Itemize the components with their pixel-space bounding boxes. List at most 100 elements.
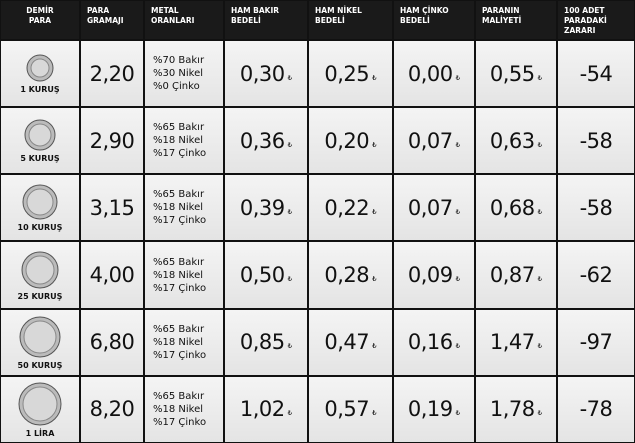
nickel-value: 0,47 <box>324 330 370 355</box>
nickel-value: 0,20 <box>324 128 370 153</box>
coin-cell: 5 KURUŞ <box>1 108 79 174</box>
copper-value: 0,36 <box>239 128 285 153</box>
metal-ratio: %18 Nikel <box>153 269 204 281</box>
zinc-cell: 0,07 ₺ <box>394 108 474 174</box>
coin-icon <box>18 382 62 426</box>
currency-symbol: ₺ <box>372 207 377 216</box>
currency-symbol: ₺ <box>372 275 377 284</box>
zinc-cell: 0,00 ₺ <box>394 41 474 107</box>
metal-ratio: %18 Nikel <box>153 336 204 348</box>
currency-symbol: ₺ <box>372 73 377 82</box>
currency-symbol: ₺ <box>537 140 543 149</box>
loss-value: -58 <box>579 195 613 220</box>
coin-cell: 50 KURUŞ <box>1 309 79 375</box>
metal-ratio: %18 Nikel <box>153 202 204 214</box>
currency-symbol: ₺ <box>537 207 543 216</box>
currency-symbol: ₺ <box>537 409 543 418</box>
nickel-cell: 0,22 ₺ <box>309 175 392 241</box>
cost-cell: 1,47 ₺ <box>476 309 556 375</box>
coin-shape <box>28 123 52 147</box>
cost-value: 1,78 <box>489 397 535 422</box>
header-text: BEDELİ <box>400 16 430 25</box>
coin-label: 50 KURUŞ <box>17 360 63 370</box>
currency-symbol: ₺ <box>537 275 543 284</box>
loss-cell: -97 <box>558 309 634 375</box>
zinc-cell: 0,19 ₺ <box>394 376 474 442</box>
nickel-cell: 0,25 ₺ <box>309 41 392 107</box>
metal-ratio: %65 Bakır <box>153 390 205 402</box>
zinc-cell: 0,07 ₺ <box>394 175 474 241</box>
cost-cell: 0,63 ₺ <box>476 108 556 174</box>
weight-cell: 2,20 <box>81 41 143 107</box>
currency-symbol: ₺ <box>287 140 293 149</box>
nickel-cell: 0,47 ₺ <box>309 309 392 375</box>
zinc-value: 0,16 <box>407 330 453 355</box>
metals-cell: %65 Bakır %18 Nikel %17 Çinko <box>145 242 223 308</box>
copper-value: 0,85 <box>239 330 285 355</box>
header-cell: 100 ADET PARADAKİ ZARARI <box>558 1 634 39</box>
header-text: PARADAKİ ZARARI <box>564 16 607 35</box>
currency-symbol: ₺ <box>537 342 543 351</box>
currency-symbol: ₺ <box>455 275 461 284</box>
metals-cell: %65 Bakır %18 Nikel %17 Çinko <box>145 108 223 174</box>
metals-cell: %65 Bakır %18 Nikel %17 Çinko <box>145 175 223 241</box>
currency-symbol: ₺ <box>287 207 293 216</box>
metal-ratio: %17 Çinko <box>153 148 207 160</box>
header-text: METAL <box>151 6 179 15</box>
nickel-value: 0,22 <box>324 195 370 220</box>
header-cell: DEMİR PARA <box>1 1 79 39</box>
currency-symbol: ₺ <box>455 73 461 82</box>
cost-value: 1,47 <box>489 330 535 355</box>
zinc-value: 0,09 <box>407 263 453 288</box>
currency-symbol: ₺ <box>287 73 293 82</box>
metal-ratio: %30 Nikel <box>153 68 204 80</box>
metal-ratio: %18 Nikel <box>153 403 204 415</box>
coin-icon <box>19 316 61 358</box>
currency-symbol: ₺ <box>455 342 461 351</box>
header-text: HAM BAKIR <box>231 6 280 15</box>
copper-cell: 0,39 ₺ <box>225 175 307 241</box>
currency-symbol: ₺ <box>455 207 461 216</box>
coin-shape <box>30 58 50 78</box>
coin-label: 1 KURUŞ <box>20 85 60 95</box>
header-cell: HAM BAKIR BEDELİ <box>225 1 307 39</box>
weight-value: 2,90 <box>89 128 135 153</box>
header-text: ORANLARI <box>151 16 195 25</box>
metal-ratio: %65 Bakır <box>153 122 205 134</box>
cost-cell: 0,87 ₺ <box>476 242 556 308</box>
currency-symbol: ₺ <box>372 342 377 351</box>
coin-icon <box>26 54 54 82</box>
zinc-value: 0,00 <box>407 61 453 86</box>
currency-symbol: ₺ <box>372 140 377 149</box>
metal-ratio: %17 Çinko <box>153 349 207 361</box>
currency-symbol: ₺ <box>287 275 293 284</box>
cost-value: 0,68 <box>489 195 535 220</box>
nickel-cell: 0,28 ₺ <box>309 242 392 308</box>
metal-ratio: %65 Bakır <box>153 323 205 335</box>
copper-value: 0,50 <box>239 263 285 288</box>
coin-shape <box>25 255 55 285</box>
metal-ratio: %65 Bakır <box>153 256 205 268</box>
loss-value: -58 <box>579 128 613 153</box>
weight-value: 4,00 <box>89 263 135 288</box>
metal-ratio: %0 Çinko <box>153 81 200 93</box>
copper-cell: 1,02 ₺ <box>225 376 307 442</box>
coin-label: 10 KURUŞ <box>17 223 63 233</box>
currency-symbol: ₺ <box>287 409 293 418</box>
metal-ratio: %17 Çinko <box>153 282 207 294</box>
copper-value: 0,39 <box>239 195 285 220</box>
nickel-value: 0,25 <box>324 61 370 86</box>
coin-icon <box>22 184 58 220</box>
header-text: GRAMAJI <box>87 16 124 25</box>
header-text: HAM NİKEL <box>315 6 362 15</box>
header-text: BEDELİ <box>231 16 261 25</box>
header-text: PARA <box>87 6 110 15</box>
header-text: PARANIN <box>482 6 520 15</box>
currency-symbol: ₺ <box>287 342 293 351</box>
weight-cell: 3,15 <box>81 175 143 241</box>
weight-cell: 6,80 <box>81 309 143 375</box>
copper-cell: 0,50 ₺ <box>225 242 307 308</box>
cost-value: 0,87 <box>489 263 535 288</box>
zinc-value: 0,19 <box>407 397 453 422</box>
header-cell: HAM NİKEL BEDELİ <box>309 1 392 39</box>
